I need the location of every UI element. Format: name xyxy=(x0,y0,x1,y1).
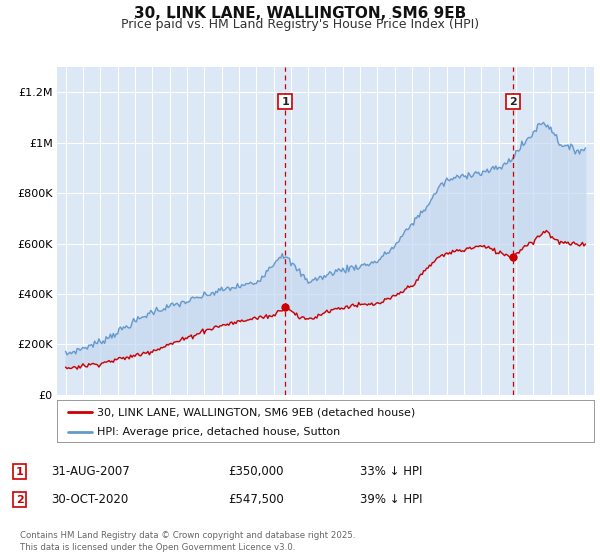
Text: Contains HM Land Registry data © Crown copyright and database right 2025.
This d: Contains HM Land Registry data © Crown c… xyxy=(20,531,355,552)
Text: 30, LINK LANE, WALLINGTON, SM6 9EB: 30, LINK LANE, WALLINGTON, SM6 9EB xyxy=(134,6,466,21)
Text: £547,500: £547,500 xyxy=(228,493,284,506)
Text: 1: 1 xyxy=(16,466,23,477)
Text: £350,000: £350,000 xyxy=(228,465,284,478)
Text: 30, LINK LANE, WALLINGTON, SM6 9EB (detached house): 30, LINK LANE, WALLINGTON, SM6 9EB (deta… xyxy=(97,407,416,417)
Text: HPI: Average price, detached house, Sutton: HPI: Average price, detached house, Sutt… xyxy=(97,427,341,437)
Text: 39% ↓ HPI: 39% ↓ HPI xyxy=(360,493,422,506)
Text: 30-OCT-2020: 30-OCT-2020 xyxy=(51,493,128,506)
Text: 33% ↓ HPI: 33% ↓ HPI xyxy=(360,465,422,478)
Text: Price paid vs. HM Land Registry's House Price Index (HPI): Price paid vs. HM Land Registry's House … xyxy=(121,18,479,31)
Text: 31-AUG-2007: 31-AUG-2007 xyxy=(51,465,130,478)
Text: 2: 2 xyxy=(16,494,23,505)
Text: 1: 1 xyxy=(281,96,289,106)
Text: 2: 2 xyxy=(509,96,517,106)
